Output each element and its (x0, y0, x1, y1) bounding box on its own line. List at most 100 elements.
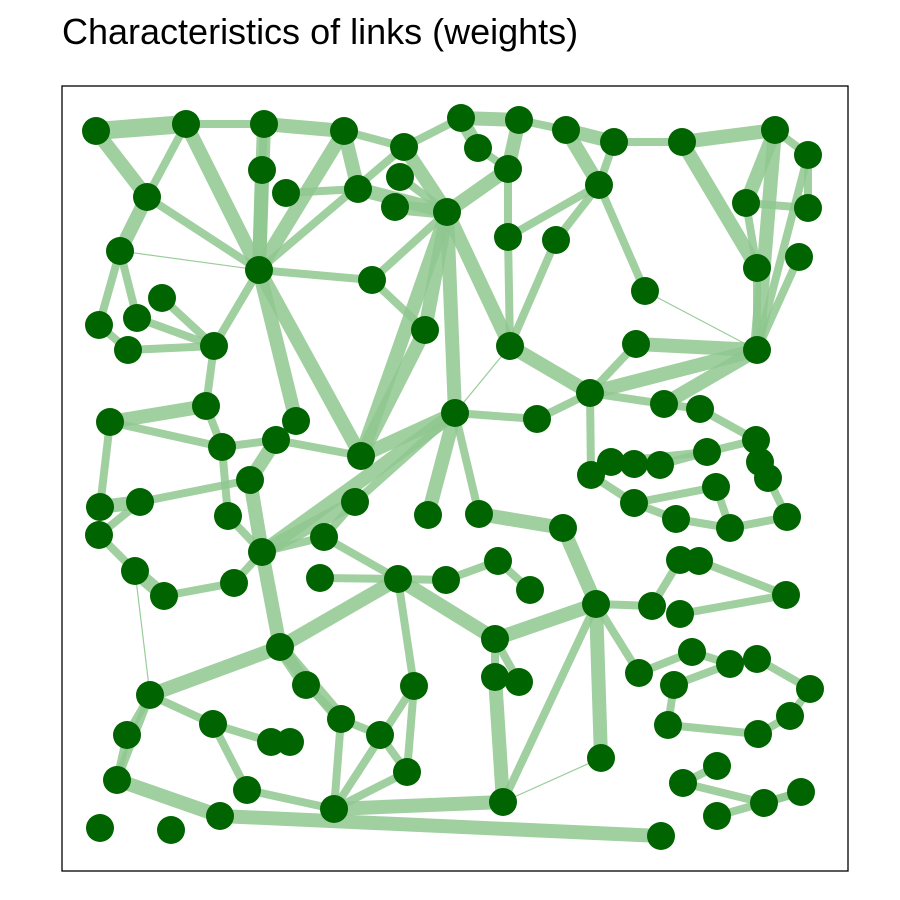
node-61 (236, 466, 264, 494)
node-22 (794, 194, 822, 222)
link-73 (440, 211, 462, 414)
link-92 (451, 412, 483, 515)
node-108 (366, 721, 394, 749)
node-121 (787, 778, 815, 806)
node-74 (248, 538, 276, 566)
node-119 (489, 788, 517, 816)
link-131 (679, 591, 787, 618)
link-134 (147, 640, 283, 702)
node-117 (233, 776, 261, 804)
link-74 (108, 399, 208, 429)
node-109 (393, 758, 421, 786)
node-103 (199, 710, 227, 738)
node-73 (773, 503, 801, 531)
node-0 (82, 117, 110, 145)
node-89 (772, 581, 800, 609)
node-77 (150, 582, 178, 610)
link-67 (506, 339, 594, 400)
node-55 (577, 461, 605, 489)
node-66 (341, 488, 369, 516)
link-33 (119, 250, 260, 271)
node-29 (743, 254, 771, 282)
node-101 (660, 671, 688, 699)
link-91 (421, 411, 462, 517)
node-15 (344, 175, 372, 203)
node-5 (447, 104, 475, 132)
node-4 (390, 133, 418, 161)
link-170 (333, 795, 504, 816)
link-9 (681, 123, 776, 149)
node-80 (384, 565, 412, 593)
node-41 (192, 392, 220, 420)
node-75 (310, 523, 338, 551)
node-90 (266, 633, 294, 661)
node-56 (597, 448, 625, 476)
node-46 (347, 442, 375, 470)
node-65 (214, 502, 242, 530)
link-47 (440, 209, 517, 349)
link-171 (488, 676, 510, 803)
node-122 (703, 802, 731, 830)
node-24 (106, 237, 134, 265)
link-140 (492, 597, 599, 646)
node-48 (523, 405, 551, 433)
node-2 (250, 110, 278, 138)
node-53 (693, 438, 721, 466)
node-92 (136, 681, 164, 709)
node-38 (496, 332, 524, 360)
node-8 (600, 128, 628, 156)
node-39 (622, 330, 650, 358)
node-102 (796, 675, 824, 703)
node-72 (716, 514, 744, 542)
link-31 (144, 193, 262, 274)
link-174 (114, 773, 223, 823)
link-143 (499, 602, 600, 804)
node-94 (400, 672, 428, 700)
node-37 (411, 316, 439, 344)
node-78 (220, 569, 248, 597)
link-175 (219, 809, 662, 843)
node-49 (576, 379, 604, 407)
link-142 (589, 603, 608, 759)
node-26 (358, 266, 386, 294)
link-75 (109, 418, 223, 451)
node-98 (678, 638, 706, 666)
node-14 (272, 179, 300, 207)
node-18 (464, 134, 492, 162)
link-135 (134, 570, 151, 696)
link-137 (394, 578, 418, 687)
node-60 (702, 473, 730, 501)
link-50 (644, 290, 758, 351)
node-97 (625, 659, 653, 687)
node-6 (505, 106, 533, 134)
node-47 (441, 399, 469, 427)
node-99 (716, 650, 744, 678)
node-91 (481, 625, 509, 653)
node-16 (386, 163, 414, 191)
chart-title: Characteristics of links (weights) (62, 11, 579, 52)
node-116 (103, 766, 131, 794)
node-36 (200, 332, 228, 360)
node-34 (85, 311, 113, 339)
plot-frame (61, 85, 849, 872)
link-72 (354, 209, 454, 459)
link-45 (369, 209, 450, 283)
link-167 (403, 685, 418, 773)
link-66 (454, 345, 511, 414)
link-48 (504, 236, 514, 347)
node-3 (330, 117, 358, 145)
link-24 (675, 138, 764, 272)
node-51 (686, 395, 714, 423)
link-30 (753, 153, 812, 352)
link-132 (276, 572, 402, 654)
node-93 (292, 671, 320, 699)
node-11 (794, 141, 822, 169)
node-32 (148, 284, 176, 312)
node-10 (761, 116, 789, 144)
node-21 (732, 189, 760, 217)
node-81 (432, 566, 460, 594)
link-125 (477, 507, 565, 535)
node-125 (206, 802, 234, 830)
node-118 (320, 795, 348, 823)
